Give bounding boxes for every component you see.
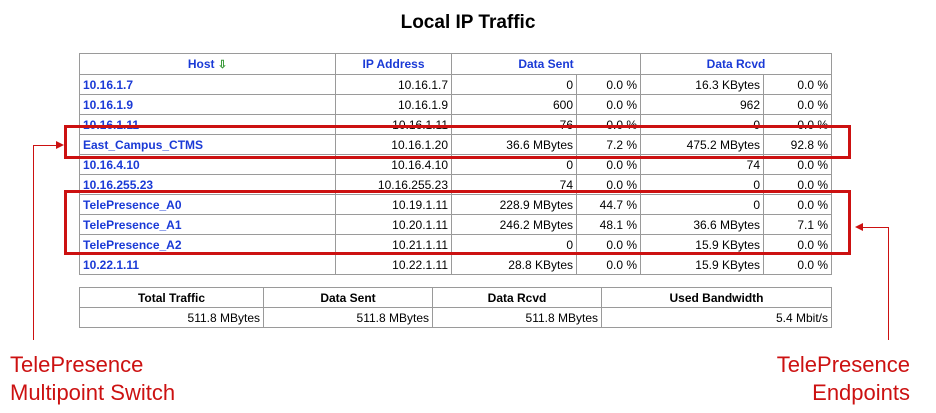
data-rcvd-percent-cell: 0.0 %	[763, 94, 833, 115]
data-sent-percent-cell: 44.7 %	[575, 194, 642, 215]
column-header-host[interactable]: Host ⇩	[79, 53, 336, 75]
total-traffic-value: 511.8 MBytes	[79, 307, 264, 328]
data-sent-cell: 28.8 KBytes	[451, 254, 577, 275]
data-sent-cell: 0	[451, 74, 577, 95]
left-callout-horizontal-line	[33, 145, 57, 146]
left-callout-arrowhead-icon	[56, 141, 64, 149]
data-sent-percent-cell: 0.0 %	[575, 114, 642, 135]
host-link[interactable]: TelePresence_A2	[79, 234, 336, 255]
left-callout-label: TelePresence Multipoint Switch	[10, 351, 175, 407]
ip-address-cell: 10.22.1.11	[335, 254, 452, 275]
total-data-rcvd-value: 511.8 MBytes	[432, 307, 602, 328]
left-callout-line1: TelePresence	[10, 352, 144, 377]
right-callout-arrowhead-icon	[855, 223, 863, 231]
summary-header-total-traffic: Total Traffic	[79, 287, 264, 308]
table-row: TelePresence_A0 10.19.1.11 228.9 MBytes …	[79, 194, 833, 215]
column-header-data-rcvd[interactable]: Data Rcvd	[640, 53, 833, 75]
data-rcvd-percent-cell: 0.0 %	[763, 154, 833, 175]
table-row: 10.16.1.9 10.16.1.9 600 0.0 % 962 0.0 %	[79, 94, 833, 115]
multipoint-switch-highlight-box	[64, 125, 851, 159]
table-row: 10.22.1.11 10.22.1.11 28.8 KBytes 0.0 % …	[79, 254, 833, 275]
right-callout-vertical-line	[888, 227, 889, 340]
summary-header-row: Total Traffic Data Sent Data Rcvd Used B…	[79, 287, 832, 308]
data-rcvd-percent-cell: 0.0 %	[763, 74, 833, 95]
host-link[interactable]: East_Campus_CTMS	[79, 134, 336, 155]
sort-down-arrow-icon[interactable]: ⇩	[217, 59, 228, 71]
data-rcvd-percent-cell: 0.0 %	[763, 254, 833, 275]
ip-address-cell: 10.16.1.7	[335, 74, 452, 95]
right-callout-label: TelePresence Endpoints	[700, 351, 910, 407]
data-rcvd-cell: 15.9 KBytes	[640, 254, 765, 275]
right-callout-line1: TelePresence	[776, 352, 910, 377]
right-callout-horizontal-line	[862, 227, 889, 228]
table-row: TelePresence_A1 10.20.1.11 246.2 MBytes …	[79, 214, 833, 235]
data-sent-percent-cell: 0.0 %	[575, 74, 642, 95]
data-sent-cell: 600	[451, 94, 577, 115]
host-link[interactable]: TelePresence_A0	[79, 194, 336, 215]
host-link[interactable]: 10.16.1.9	[79, 94, 336, 115]
endpoints-highlight-box	[64, 190, 851, 255]
data-sent-cell: 36.6 MBytes	[451, 134, 577, 155]
right-callout-line2: Endpoints	[812, 380, 910, 405]
data-rcvd-percent-cell: 92.8 %	[763, 134, 833, 155]
summary-header-used-bandwidth: Used Bandwidth	[601, 287, 832, 308]
ip-address-cell: 10.19.1.11	[335, 194, 452, 215]
data-rcvd-cell: 962	[640, 94, 765, 115]
table-row: 10.16.1.7 10.16.1.7 0 0.0 % 16.3 KBytes …	[79, 74, 833, 95]
summary-header-data-rcvd: Data Rcvd	[432, 287, 602, 308]
page-title: Local IP Traffic	[400, 12, 536, 33]
local-ip-traffic-table: Host ⇩ IP Address Data Sent Data Rcvd 10…	[79, 53, 833, 275]
summary-values-row: 511.8 MBytes 511.8 MBytes 511.8 MBytes 5…	[79, 307, 832, 328]
traffic-summary-table: Total Traffic Data Sent Data Rcvd Used B…	[79, 287, 832, 328]
left-callout-vertical-line	[33, 145, 34, 340]
data-rcvd-cell: 15.9 KBytes	[640, 234, 765, 255]
used-bandwidth-value: 5.4 Mbit/s	[601, 307, 832, 328]
data-rcvd-percent-cell: 0.0 %	[763, 114, 833, 135]
ip-address-cell: 10.16.1.9	[335, 94, 452, 115]
table-header-row: Host ⇩ IP Address Data Sent Data Rcvd	[79, 53, 833, 75]
host-link[interactable]: 10.22.1.11	[79, 254, 336, 275]
data-sent-percent-cell: 0.0 %	[575, 254, 642, 275]
summary-header-data-sent: Data Sent	[263, 287, 433, 308]
data-sent-cell: 246.2 MBytes	[451, 214, 577, 235]
total-data-sent-value: 511.8 MBytes	[263, 307, 433, 328]
ip-address-cell: 10.16.255.23	[335, 174, 452, 195]
host-link[interactable]: 10.16.1.7	[79, 74, 336, 95]
data-sent-cell: 228.9 MBytes	[451, 194, 577, 215]
left-callout-line2: Multipoint Switch	[10, 380, 176, 405]
column-header-data-sent[interactable]: Data Sent	[450, 53, 642, 75]
table-row: East_Campus_CTMS 10.16.1.20 36.6 MBytes …	[79, 134, 833, 155]
column-header-ip-address[interactable]: IP Address	[335, 53, 452, 75]
table-row: TelePresence_A2 10.21.1.11 0 0.0 % 15.9 …	[79, 234, 833, 255]
data-sent-percent-cell: 0.0 %	[575, 94, 642, 115]
data-rcvd-cell: 16.3 KBytes	[640, 74, 765, 95]
